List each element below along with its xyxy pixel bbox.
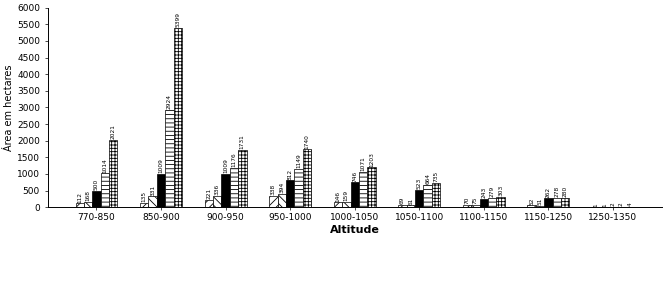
Bar [157, 174, 165, 207]
Text: 338: 338 [271, 184, 276, 195]
Text: 2: 2 [611, 203, 615, 207]
Bar [221, 174, 230, 207]
Text: 52: 52 [529, 197, 534, 205]
Text: 1009: 1009 [159, 158, 164, 173]
Text: 1009: 1009 [223, 158, 228, 173]
X-axis label: Altitude: Altitude [330, 225, 380, 234]
Bar [204, 200, 213, 207]
Bar [407, 205, 415, 207]
Text: 1203: 1203 [369, 152, 374, 167]
Text: 1071: 1071 [360, 156, 366, 171]
Text: 146: 146 [336, 191, 340, 202]
Bar [424, 185, 432, 207]
Text: 61: 61 [408, 197, 414, 205]
Bar [213, 196, 221, 207]
Text: 394: 394 [279, 182, 284, 193]
Text: 75: 75 [473, 197, 478, 204]
Text: 135: 135 [142, 191, 147, 202]
Text: 735: 735 [434, 171, 438, 182]
Text: 70: 70 [465, 197, 470, 204]
Y-axis label: Área em hectares: Área em hectares [4, 64, 14, 151]
Text: 278: 278 [554, 186, 559, 197]
Text: 331: 331 [150, 184, 155, 196]
Text: 812: 812 [288, 168, 292, 180]
Bar [93, 191, 101, 207]
Bar [342, 202, 350, 207]
Bar [480, 199, 488, 207]
Bar [303, 149, 311, 207]
Bar [544, 199, 553, 207]
Bar [334, 202, 342, 207]
Bar [432, 183, 440, 207]
Bar [350, 182, 359, 207]
Text: 1014: 1014 [103, 158, 107, 173]
Bar [149, 196, 157, 207]
Bar [286, 180, 294, 207]
Text: 243: 243 [482, 187, 486, 198]
Text: 69: 69 [400, 197, 405, 204]
Text: 1: 1 [602, 203, 607, 207]
Text: 1176: 1176 [232, 153, 236, 168]
Bar [496, 197, 505, 207]
Bar [84, 202, 93, 207]
Bar [527, 205, 535, 207]
Bar [278, 194, 286, 207]
Text: 159: 159 [344, 190, 349, 201]
Text: 303: 303 [498, 185, 503, 197]
Bar [488, 198, 496, 207]
Text: 746: 746 [352, 170, 357, 182]
Text: 5399: 5399 [175, 12, 180, 27]
Bar [472, 205, 480, 207]
Bar [294, 169, 303, 207]
Text: 664: 664 [425, 173, 430, 184]
Text: 336: 336 [214, 184, 220, 195]
Text: 51: 51 [537, 197, 543, 205]
Bar [535, 205, 544, 207]
Text: 2924: 2924 [167, 94, 172, 109]
Bar [109, 140, 117, 207]
Bar [367, 167, 376, 207]
Bar [174, 28, 182, 207]
Text: 1149: 1149 [296, 154, 301, 168]
Text: 1740: 1740 [304, 134, 310, 149]
Bar [230, 168, 238, 207]
Bar [140, 203, 149, 207]
Text: 112: 112 [77, 192, 82, 203]
Bar [269, 196, 278, 207]
Bar [101, 173, 109, 207]
Bar [359, 172, 367, 207]
Bar [415, 190, 424, 207]
Bar [463, 205, 472, 207]
Bar [238, 150, 246, 207]
Bar [398, 205, 407, 207]
Text: 280: 280 [563, 186, 567, 197]
Bar [75, 203, 84, 207]
Text: 262: 262 [546, 187, 551, 198]
Text: 221: 221 [206, 188, 211, 199]
Text: 500: 500 [94, 179, 99, 190]
Text: 4: 4 [627, 203, 632, 206]
Text: 168: 168 [86, 190, 91, 201]
Text: 2021: 2021 [111, 124, 116, 139]
Bar [561, 198, 569, 207]
Text: 1731: 1731 [240, 134, 245, 149]
Text: 1: 1 [593, 203, 599, 207]
Text: 2: 2 [619, 203, 624, 207]
Text: 279: 279 [490, 186, 495, 197]
Bar [553, 198, 561, 207]
Text: 523: 523 [417, 178, 422, 189]
Bar [165, 110, 174, 207]
